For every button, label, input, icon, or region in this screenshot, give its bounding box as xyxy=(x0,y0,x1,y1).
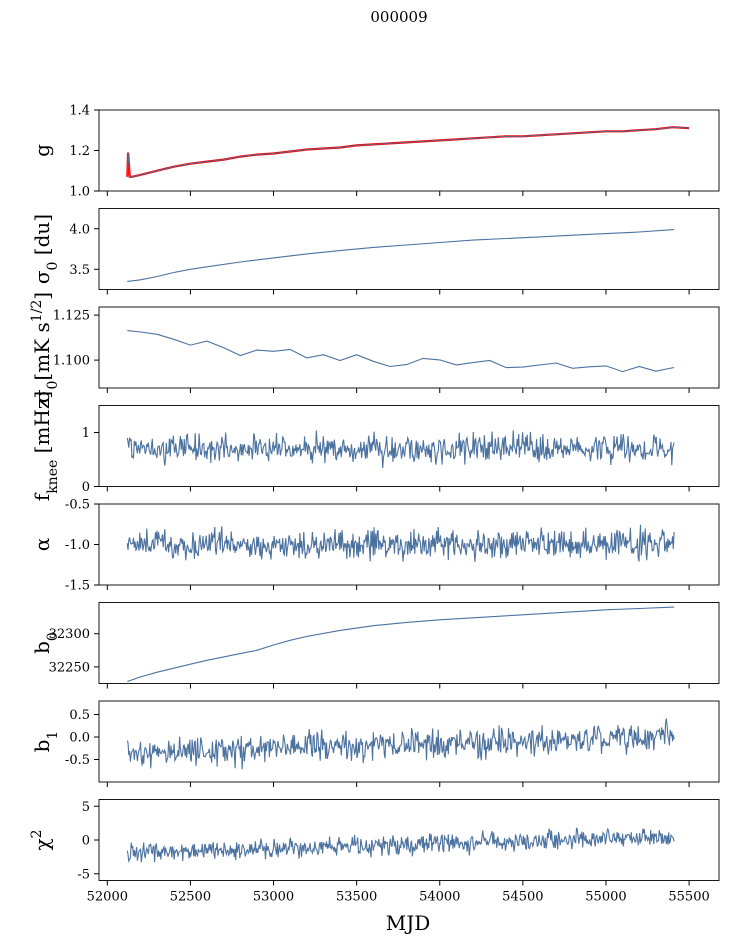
ylabel-sigma0_mk: σ0[mK s1/2] xyxy=(29,292,61,403)
ytick-label-g-2: 1.4 xyxy=(69,104,90,119)
xtick-label-4: 54000 xyxy=(419,890,460,905)
series-line-alpha xyxy=(126,524,675,562)
ytick-label-b0-0: 32250 xyxy=(49,660,90,675)
ytick-label-chi2-0: -5 xyxy=(77,867,90,882)
figure-title: 000009 xyxy=(370,8,427,26)
axes-frame-sigma0_mk xyxy=(98,306,720,389)
series-line-g xyxy=(126,126,690,178)
ytick-label-g-1: 1.2 xyxy=(69,144,90,159)
panel-alpha: -1.5 -1.0 -0.5 α xyxy=(30,498,720,594)
ytick-label-alpha-2: -0.5 xyxy=(65,498,90,513)
xtick-label-5: 54500 xyxy=(502,890,543,905)
xtick-label-1: 52500 xyxy=(170,890,211,905)
ytick-label-sigma0_du-0: 3.5 xyxy=(69,263,90,278)
axes-frame-b0 xyxy=(98,602,720,684)
panel-chi2: -5 0 5 52000 52500 53000 53500 54000 54500 55000 5… xyxy=(29,799,720,905)
series-line-b1 xyxy=(126,718,675,770)
ytick-label-sigma0_mk-0: 1.100 xyxy=(53,354,90,369)
ytick-label-sigma0_du-1: 4.0 xyxy=(69,222,90,237)
panel-sigma0_du: 3.5 4.0 σ0 [du] xyxy=(30,208,720,295)
ytick-label-b1-2: 0.5 xyxy=(69,708,90,723)
ytick-label-b0-1: 32300 xyxy=(49,627,90,642)
panel-b1: -0.5 0.0 0.5 b1 xyxy=(30,700,720,787)
xtick-label-6: 55000 xyxy=(585,890,626,905)
axes-frame-fknee xyxy=(98,405,720,487)
ylabel-b1: b1 xyxy=(30,731,61,753)
panel-g: 1.0 1.2 1.4 g xyxy=(30,104,720,200)
series-line-chi2 xyxy=(126,827,675,864)
xtick-label-7: 55500 xyxy=(668,890,709,905)
series-line-sigma0_mk xyxy=(127,330,675,373)
ytick-label-b1-1: 0.0 xyxy=(69,731,90,746)
ytick-label-chi2-1: 0 xyxy=(82,834,90,849)
xtick-label-2: 53000 xyxy=(253,890,294,905)
axes-frame-b1 xyxy=(98,700,720,783)
xtick-label-3: 53500 xyxy=(336,890,377,905)
ytick-label-alpha-1: -1.0 xyxy=(65,538,90,553)
series-fit-g xyxy=(126,126,690,178)
ylabel-b0: b0 xyxy=(30,632,61,654)
ylabel-g: g xyxy=(30,144,54,157)
series-line-b0 xyxy=(127,606,675,683)
ytick-label-fknee-0: 0 xyxy=(82,480,90,495)
ylabel-chi2: χ2 xyxy=(29,829,54,850)
x-axis-label: MJD xyxy=(386,911,431,935)
axes-frame-sigma0_du xyxy=(98,208,720,290)
ytick-label-fknee-1: 1 xyxy=(82,426,90,441)
axes-frame-chi2 xyxy=(98,799,720,881)
ytick-label-chi2-2: 5 xyxy=(82,800,90,815)
xtick-label-0: 52000 xyxy=(87,890,128,905)
panel-fknee: 0 1 fknee [mHz] xyxy=(30,391,720,501)
ytick-label-sigma0_mk-1: 1.125 xyxy=(53,309,90,324)
ytick-label-alpha-0: -1.5 xyxy=(65,579,90,594)
series-line-fknee xyxy=(126,430,675,469)
series-line-sigma0_du xyxy=(127,229,675,282)
ylabel-fknee: fknee [mHz] xyxy=(30,391,61,501)
ytick-label-b1-0: -0.5 xyxy=(65,753,90,768)
ytick-label-g-0: 1.0 xyxy=(69,185,90,200)
ylabel-alpha: α xyxy=(30,538,54,552)
axes-frame-g xyxy=(98,109,720,192)
ylabel-sigma0_du: σ0 [du] xyxy=(30,214,61,284)
